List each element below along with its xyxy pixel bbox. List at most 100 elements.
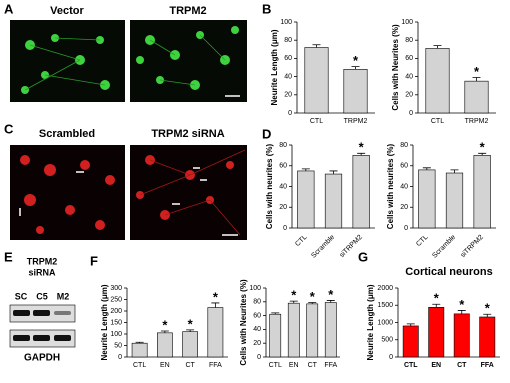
error-bar xyxy=(160,330,169,333)
x-tick-label: Scramble xyxy=(310,234,336,260)
bar xyxy=(182,331,199,358)
bar xyxy=(324,302,337,358)
error-bar xyxy=(135,341,144,344)
y-axis-label: Neurite Length (μm) xyxy=(100,284,109,360)
error-bar xyxy=(351,66,360,70)
x-tick-label: CTL xyxy=(133,362,146,369)
y-tick-label: 50 xyxy=(114,342,122,349)
chart: 0 20 40 60 80 Cells with neurites (%) CTL Scram… xyxy=(386,140,496,260)
x-tick-label: CTL xyxy=(415,234,429,248)
bar xyxy=(428,307,445,358)
bar xyxy=(304,47,329,114)
panel-label: F xyxy=(90,253,98,268)
x-tick-label: EN xyxy=(431,362,441,369)
significance: * xyxy=(459,297,465,312)
y-tick-label: 20 xyxy=(400,204,408,211)
y-tick-label: 20 xyxy=(279,204,287,211)
panel-label: G xyxy=(358,249,368,264)
y-tick-label: 0 xyxy=(404,225,408,232)
image-caption: Scrambled xyxy=(39,128,95,140)
significance: * xyxy=(162,317,168,332)
y-tick-label: 80 xyxy=(405,37,413,44)
error-bar xyxy=(186,329,195,332)
neurites xyxy=(24,34,226,91)
y-tick-label: 60 xyxy=(284,55,292,62)
bar xyxy=(269,313,282,358)
x-tick-label: FFA xyxy=(209,362,222,369)
y-tick-label: 40 xyxy=(405,73,413,80)
bar xyxy=(453,313,470,358)
error-bar xyxy=(211,302,220,308)
y-tick-label: 40 xyxy=(400,183,408,190)
x-tick-label: FFA xyxy=(324,362,337,369)
significance: * xyxy=(328,287,334,302)
y-tick-label: 100 xyxy=(110,331,122,338)
x-tick-label: CTL xyxy=(310,118,323,125)
bar xyxy=(479,316,496,358)
neurites xyxy=(139,149,246,236)
y-tick-label: 100 xyxy=(249,285,261,292)
error-bar xyxy=(301,168,310,171)
panel-label: D xyxy=(262,126,271,141)
error-bar xyxy=(432,303,441,308)
y-tick-label: 20 xyxy=(253,340,261,347)
lane-label: SC xyxy=(15,291,28,301)
error-bar xyxy=(422,167,431,170)
y-tick-label: 1500 xyxy=(377,302,393,309)
y-tick-label: 0 xyxy=(409,110,413,117)
bands xyxy=(13,310,71,341)
y-tick-label: 20 xyxy=(405,92,413,99)
significance: * xyxy=(480,140,486,155)
significance: * xyxy=(359,140,365,155)
significance: * xyxy=(310,289,316,304)
y-tick-label: 0 xyxy=(288,110,292,117)
x-tick-label: siTRPM2 xyxy=(460,234,485,259)
y-tick-label: 0 xyxy=(257,354,261,361)
x-tick-label: TRPM2 xyxy=(344,118,368,125)
bar xyxy=(324,173,343,229)
bar xyxy=(352,155,370,229)
bar xyxy=(207,307,224,358)
x-tick-label: FFA xyxy=(481,362,494,369)
significance: * xyxy=(434,291,440,306)
x-tick-label: CTL xyxy=(269,362,282,369)
error-bar xyxy=(308,302,317,304)
y-tick-label: 250 xyxy=(110,296,122,303)
significance: * xyxy=(188,316,194,331)
error-bar xyxy=(289,300,298,304)
chart-title: Cortical neurons xyxy=(405,266,492,278)
y-tick-label: 100 xyxy=(280,19,292,26)
y-axis-label: Cells with neurites (%) xyxy=(386,143,395,229)
image-caption: TRPM2 xyxy=(169,5,206,17)
x-tick-label: EN xyxy=(160,362,170,369)
y-axis-label: Neurite Length (μm) xyxy=(366,284,375,360)
y-tick-label: 80 xyxy=(284,37,292,44)
y-tick-label: 200 xyxy=(110,308,122,315)
y-tick-label: 0 xyxy=(389,354,393,361)
x-tick-label: CT xyxy=(457,362,467,369)
significance: * xyxy=(474,64,480,79)
y-tick-label: 0 xyxy=(283,225,287,232)
panel-label: C xyxy=(4,121,14,136)
bar xyxy=(131,342,148,358)
y-tick-label: 300 xyxy=(110,285,122,292)
y-tick-label: 60 xyxy=(279,163,287,170)
bar xyxy=(473,155,491,229)
loading-label: GAPDH xyxy=(24,353,60,364)
bar xyxy=(418,169,436,229)
y-tick-label: 80 xyxy=(279,142,287,149)
error-bar xyxy=(271,312,280,315)
blot-title: siRNA xyxy=(28,267,56,277)
x-tick-label: Scramble xyxy=(431,234,457,260)
x-tick-label: CTL xyxy=(431,118,444,125)
significance: * xyxy=(485,301,491,316)
lane-label: C5 xyxy=(36,291,48,301)
error-bar xyxy=(457,310,466,314)
bar xyxy=(297,170,315,229)
x-tick-label: CTL xyxy=(404,362,418,369)
error-bar xyxy=(326,300,335,303)
